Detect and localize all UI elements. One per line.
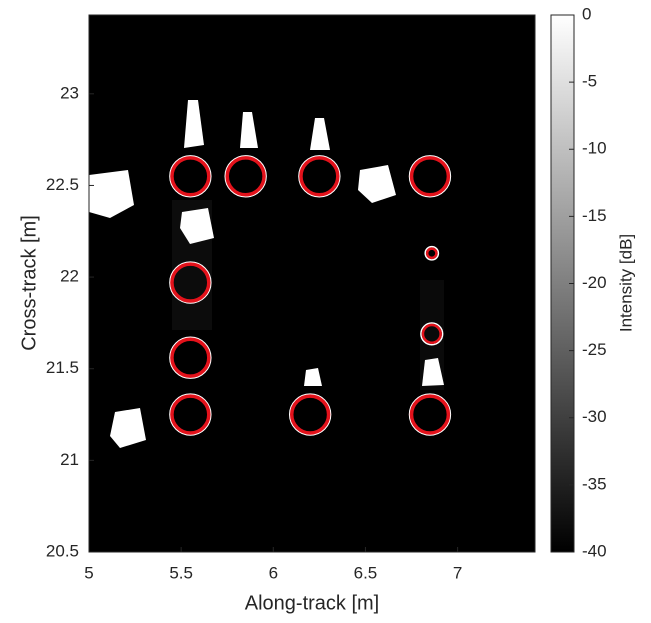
marker xyxy=(298,155,341,198)
marker-ring xyxy=(408,393,452,436)
bright-blob xyxy=(110,408,146,448)
marker xyxy=(169,155,212,198)
marker-ring xyxy=(225,156,266,197)
plot-frame xyxy=(88,14,536,553)
bright-blob xyxy=(240,112,258,148)
marker-ring xyxy=(425,247,438,260)
bright-blob xyxy=(89,170,134,218)
colorbar-label: Intensity [dB] xyxy=(616,234,635,332)
marker-ring xyxy=(408,155,452,198)
marker xyxy=(288,393,332,436)
y-tick-label: 22 xyxy=(60,267,79,286)
y-tick-label: 23 xyxy=(60,83,79,102)
marker-ring xyxy=(169,155,212,198)
y-axis-label: Cross-track [m] xyxy=(18,215,40,351)
marker xyxy=(169,336,212,379)
bright-blob xyxy=(184,100,204,148)
colorbar-tick-label: -20 xyxy=(582,273,607,292)
marker-ring xyxy=(421,323,442,344)
marker-ring xyxy=(170,394,211,435)
marker-ring xyxy=(170,262,211,303)
bright-blob xyxy=(304,368,322,386)
x-tick-label: 5 xyxy=(84,563,93,582)
bright-blob xyxy=(180,208,214,244)
marker-ring xyxy=(409,394,451,435)
image-noise xyxy=(89,15,535,552)
marker xyxy=(408,155,452,198)
marker-ring xyxy=(288,393,332,436)
marker xyxy=(169,261,212,304)
colorbar-tick-label: -25 xyxy=(582,340,607,359)
colorbar-tick-label: -5 xyxy=(582,72,597,91)
colorbar-tick-label: -15 xyxy=(582,206,607,225)
marker-ring xyxy=(170,156,211,197)
bright-blob xyxy=(422,358,444,386)
x-tick-label: 6 xyxy=(269,563,278,582)
marker-ring xyxy=(424,245,440,261)
marker-ring xyxy=(299,156,340,197)
colorbar-tick-label: -30 xyxy=(582,407,607,426)
y-tick-label: 22.5 xyxy=(46,175,79,194)
marker-ring xyxy=(169,261,212,304)
marker-ring xyxy=(289,394,331,435)
marker xyxy=(169,393,212,436)
colorbar-tick-label: 0 xyxy=(582,4,591,23)
x-tick-label: 5.5 xyxy=(169,563,193,582)
marker xyxy=(408,393,452,436)
marker xyxy=(224,155,267,198)
marker-ring xyxy=(298,155,341,198)
image xyxy=(89,15,535,552)
colorbar-tick-label: -35 xyxy=(582,474,607,493)
x-tick-label: 6.5 xyxy=(354,563,378,582)
y-tick-label: 21.5 xyxy=(46,358,79,377)
marker-ring xyxy=(169,393,212,436)
colorbar-tick-label: -40 xyxy=(582,541,607,560)
marker xyxy=(424,245,440,261)
marker-ring xyxy=(169,336,212,379)
y-tick-label: 20.5 xyxy=(46,541,79,560)
y-tick-label: 21 xyxy=(60,450,79,469)
bright-blob xyxy=(358,165,396,203)
marker-ring xyxy=(224,155,267,198)
marker-ring xyxy=(409,156,451,197)
bright-blob xyxy=(310,118,330,150)
marker xyxy=(420,322,444,346)
marker-ring xyxy=(420,322,444,346)
x-tick-label: 7 xyxy=(453,563,462,582)
x-axis-label: Along-track [m] xyxy=(245,592,379,614)
marker-ring xyxy=(170,337,211,378)
colorbar-tick-label: -10 xyxy=(582,139,607,158)
